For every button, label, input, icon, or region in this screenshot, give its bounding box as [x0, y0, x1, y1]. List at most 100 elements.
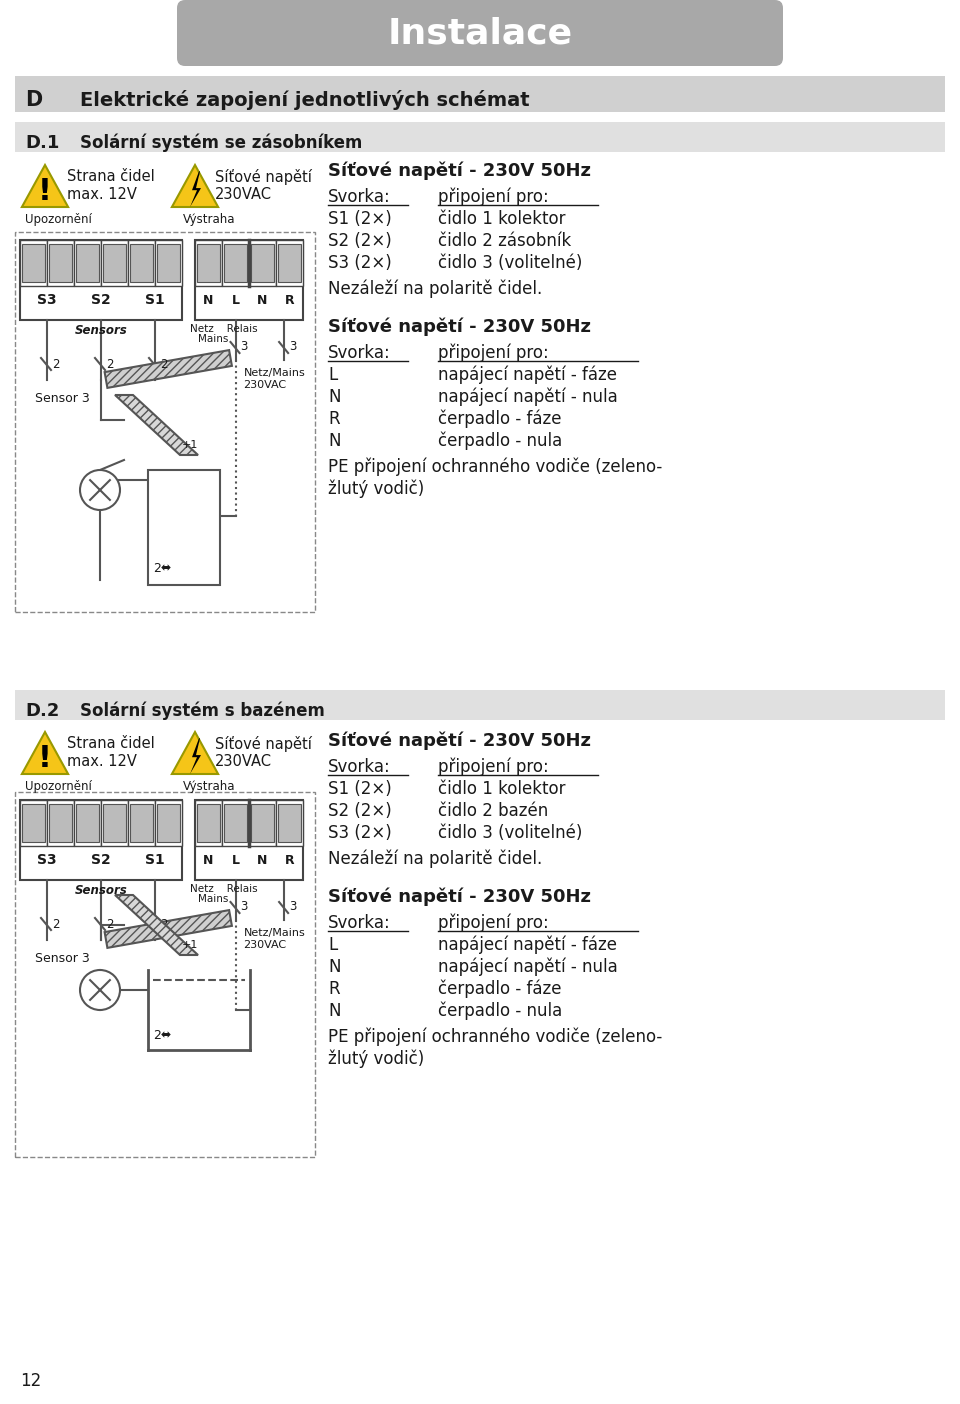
Text: Sensor 3: Sensor 3 [35, 392, 89, 404]
Text: Netz/Mains
230VAC: Netz/Mains 230VAC [244, 928, 305, 949]
Text: 2⬌: 2⬌ [153, 1029, 172, 1042]
Bar [15, 792, 315, 1157]
Text: +1: +1 [182, 941, 199, 951]
Text: 230VAC: 230VAC [215, 754, 272, 769]
Bar [47, 800, 74, 847]
Text: připojení pro:: připojení pro: [438, 188, 549, 206]
Text: PE připojení ochranného vodiče (zeleno-
žlutý vodič): PE připojení ochranného vodiče (zeleno- … [328, 1028, 662, 1068]
Polygon shape [172, 731, 218, 774]
Text: S1: S1 [145, 293, 165, 307]
Text: Síťové napětí: Síťové napětí [215, 736, 312, 753]
Text: připojení pro:: připojení pro: [438, 758, 549, 776]
Bar [157, 804, 180, 842]
Bar [224, 244, 247, 282]
Text: R: R [285, 293, 295, 307]
Bar [47, 240, 74, 286]
Bar [251, 244, 274, 282]
Text: 230VAC: 230VAC [215, 187, 272, 202]
Text: S3 (2×): S3 (2×) [328, 824, 392, 842]
Text: L: L [231, 293, 239, 307]
Text: Strana čidel: Strana čidel [67, 736, 155, 751]
Text: 2: 2 [106, 917, 113, 931]
Text: L: L [328, 366, 337, 385]
Bar [276, 800, 303, 847]
Text: 12: 12 [20, 1372, 41, 1390]
Bar [103, 804, 126, 842]
Text: Výstraha: Výstraha [183, 213, 235, 226]
Text: L: L [231, 854, 239, 866]
Text: Strana čidel: Strana čidel [67, 168, 155, 184]
Polygon shape [190, 739, 201, 774]
Text: Svorka:: Svorka: [328, 188, 391, 206]
Bar [195, 800, 303, 880]
Bar [128, 240, 155, 286]
Text: S1: S1 [145, 854, 165, 868]
Text: čerpadlo - nula: čerpadlo - nula [438, 432, 563, 451]
Text: N: N [204, 293, 214, 307]
Text: S2 (2×): S2 (2×) [328, 802, 392, 820]
Text: S1 (2×): S1 (2×) [328, 211, 392, 227]
Text: Netz/Mains
230VAC: Netz/Mains 230VAC [244, 368, 305, 389]
Bar [76, 244, 99, 282]
Text: 3: 3 [289, 900, 297, 914]
Text: Solární systém s bazénem: Solární systém s bazénem [80, 702, 324, 720]
Text: 2⬌: 2⬌ [153, 562, 172, 576]
Text: napájecí napětí - nula: napájecí napětí - nula [438, 388, 617, 407]
Text: S2: S2 [91, 854, 110, 868]
Text: Síťové napětí - 230V 50Hz: Síťové napětí - 230V 50Hz [328, 887, 591, 907]
Text: napájecí napětí - fáze: napájecí napětí - fáze [438, 366, 617, 385]
Text: 2: 2 [160, 358, 167, 371]
Text: čidlo 2 bazén: čidlo 2 bazén [438, 802, 548, 820]
Bar [130, 244, 153, 282]
Text: S2: S2 [91, 293, 110, 307]
Polygon shape [172, 166, 218, 206]
Polygon shape [105, 350, 232, 388]
Bar [148, 470, 220, 585]
Text: čidlo 1 kolektor: čidlo 1 kolektor [438, 211, 565, 227]
Bar [15, 232, 315, 612]
Text: Upozornění: Upozornění [25, 213, 92, 226]
Text: PE připojení ochranného vodiče (zeleno-
žlutý vodič): PE připojení ochranného vodiče (zeleno- … [328, 458, 662, 498]
Text: 3: 3 [289, 341, 297, 354]
Bar [49, 244, 72, 282]
Polygon shape [105, 910, 232, 948]
Text: 3: 3 [241, 341, 248, 354]
Bar [249, 240, 276, 286]
Bar [128, 800, 155, 847]
Text: 3: 3 [241, 900, 248, 914]
Text: N: N [257, 854, 268, 866]
Bar [222, 800, 249, 847]
Polygon shape [190, 171, 201, 206]
Text: čidlo 3 (volitelné): čidlo 3 (volitelné) [438, 254, 583, 272]
Circle shape [80, 470, 120, 510]
Text: Svorka:: Svorka: [328, 344, 391, 362]
Bar [103, 244, 126, 282]
Bar [251, 804, 274, 842]
Text: S3: S3 [37, 854, 57, 868]
Text: Svorka:: Svorka: [328, 758, 391, 776]
Text: R: R [285, 854, 295, 866]
Text: R: R [328, 410, 340, 428]
Bar [278, 804, 301, 842]
Bar [197, 804, 220, 842]
Text: Nezáleží na polaritě čidel.: Nezáleží na polaritě čidel. [328, 849, 542, 869]
Text: +1: +1 [182, 439, 199, 451]
Text: D.2: D.2 [25, 702, 60, 720]
Polygon shape [115, 395, 198, 455]
Text: připojení pro:: připojení pro: [438, 914, 549, 932]
Text: N: N [257, 293, 268, 307]
Text: max. 12V: max. 12V [67, 187, 137, 202]
Bar [101, 240, 128, 286]
Text: Síťové napětí - 230V 50Hz: Síťové napětí - 230V 50Hz [328, 161, 591, 181]
Text: Síťové napětí - 230V 50Hz: Síťové napětí - 230V 50Hz [328, 317, 591, 337]
Bar [130, 804, 153, 842]
Text: S1 (2×): S1 (2×) [328, 781, 392, 797]
Bar [155, 240, 182, 286]
Text: Mains: Mains [198, 334, 228, 344]
Text: Instalace: Instalace [388, 15, 572, 51]
Text: čidlo 3 (volitelné): čidlo 3 (volitelné) [438, 824, 583, 842]
Bar [276, 240, 303, 286]
Text: N: N [328, 432, 341, 451]
Text: Sensors: Sensors [75, 885, 128, 897]
Text: !: ! [38, 744, 52, 772]
